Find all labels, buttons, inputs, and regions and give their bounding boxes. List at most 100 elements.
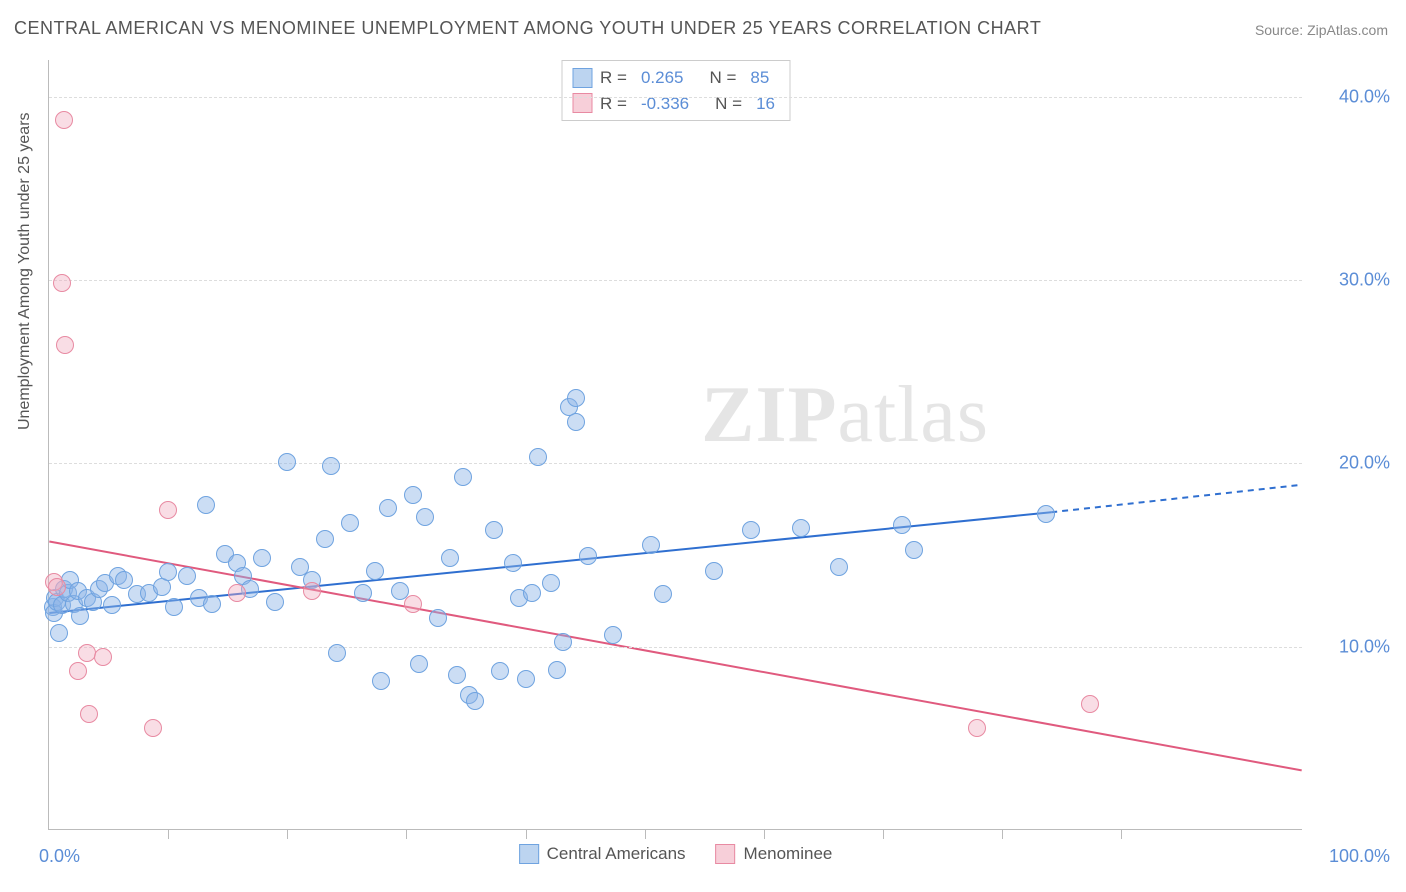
data-point — [604, 626, 622, 644]
data-point — [322, 457, 340, 475]
data-point — [1037, 505, 1055, 523]
data-point — [542, 574, 560, 592]
data-point — [144, 719, 162, 737]
data-point — [366, 562, 384, 580]
data-point — [48, 578, 66, 596]
gridline — [49, 647, 1302, 648]
data-point — [159, 501, 177, 519]
x-tick-max: 100.0% — [1329, 846, 1390, 867]
legend-item: Menominee — [716, 844, 833, 864]
data-point — [165, 598, 183, 616]
data-point — [78, 644, 96, 662]
legend-item: Central Americans — [519, 844, 686, 864]
x-tick — [645, 829, 646, 839]
data-point — [266, 593, 284, 611]
data-point — [50, 624, 68, 642]
x-tick — [406, 829, 407, 839]
data-point — [69, 662, 87, 680]
legend-label: Menominee — [744, 844, 833, 864]
watermark: ZIPatlas — [701, 370, 989, 461]
data-point — [203, 595, 221, 613]
data-point — [466, 692, 484, 710]
data-point — [454, 468, 472, 486]
trend-line-extrapolated — [1051, 485, 1301, 512]
data-point — [316, 530, 334, 548]
legend-swatch — [716, 844, 736, 864]
data-point — [53, 274, 71, 292]
data-point — [410, 655, 428, 673]
data-point — [792, 519, 810, 537]
data-point — [197, 496, 215, 514]
legend-stats: R = 0.265 N = 85R = -0.336 N = 16 — [561, 60, 790, 121]
data-point — [548, 661, 566, 679]
x-tick — [764, 829, 765, 839]
data-point — [1081, 695, 1099, 713]
data-point — [303, 582, 321, 600]
data-point — [115, 571, 133, 589]
gridline — [49, 463, 1302, 464]
data-point — [491, 662, 509, 680]
data-point — [429, 609, 447, 627]
data-point — [341, 514, 359, 532]
data-point — [71, 607, 89, 625]
r-value: -0.336 — [641, 91, 689, 117]
x-tick-min: 0.0% — [39, 846, 80, 867]
plot-area: R =0.265N =85R =-0.336N =16 Central Amer… — [48, 60, 1302, 830]
legend-stat-row: R = 0.265 N = 85 — [572, 65, 779, 91]
data-point — [529, 448, 547, 466]
x-tick — [168, 829, 169, 839]
data-point — [328, 644, 346, 662]
data-point — [968, 719, 986, 737]
n-value: 16 — [756, 91, 775, 117]
n-value: 85 — [750, 65, 769, 91]
r-label: R = — [600, 65, 627, 91]
data-point — [404, 486, 422, 504]
y-tick-label: 30.0% — [1310, 270, 1390, 291]
data-point — [579, 547, 597, 565]
x-tick — [1121, 829, 1122, 839]
x-tick — [287, 829, 288, 839]
data-point — [485, 521, 503, 539]
data-point — [178, 567, 196, 585]
legend-label: Central Americans — [547, 844, 686, 864]
data-point — [905, 541, 923, 559]
x-tick — [883, 829, 884, 839]
data-point — [705, 562, 723, 580]
data-point — [379, 499, 397, 517]
n-label: N = — [715, 91, 742, 117]
chart-title: CENTRAL AMERICAN VS MENOMINEE UNEMPLOYME… — [14, 18, 1041, 39]
gridline — [49, 97, 1302, 98]
data-point — [55, 111, 73, 129]
data-point — [830, 558, 848, 576]
x-tick — [1002, 829, 1003, 839]
data-point — [504, 554, 522, 572]
y-axis-label: Unemployment Among Youth under 25 years — [16, 112, 34, 430]
data-point — [56, 336, 74, 354]
gridline — [49, 280, 1302, 281]
data-point — [742, 521, 760, 539]
n-label: N = — [709, 65, 736, 91]
data-point — [372, 672, 390, 690]
data-point — [441, 549, 459, 567]
data-point — [253, 549, 271, 567]
data-point — [103, 596, 121, 614]
data-point — [517, 670, 535, 688]
y-tick-label: 10.0% — [1310, 636, 1390, 657]
data-point — [567, 413, 585, 431]
data-point — [228, 584, 246, 602]
data-point — [567, 389, 585, 407]
legend-swatch — [519, 844, 539, 864]
data-point — [159, 563, 177, 581]
data-point — [80, 705, 98, 723]
y-tick-label: 40.0% — [1310, 86, 1390, 107]
data-point — [416, 508, 434, 526]
data-point — [404, 595, 422, 613]
r-value: 0.265 — [641, 65, 684, 91]
data-point — [642, 536, 660, 554]
data-point — [448, 666, 466, 684]
source-label: Source: ZipAtlas.com — [1255, 22, 1388, 38]
data-point — [654, 585, 672, 603]
data-point — [554, 633, 572, 651]
y-tick-label: 20.0% — [1310, 453, 1390, 474]
data-point — [523, 584, 541, 602]
